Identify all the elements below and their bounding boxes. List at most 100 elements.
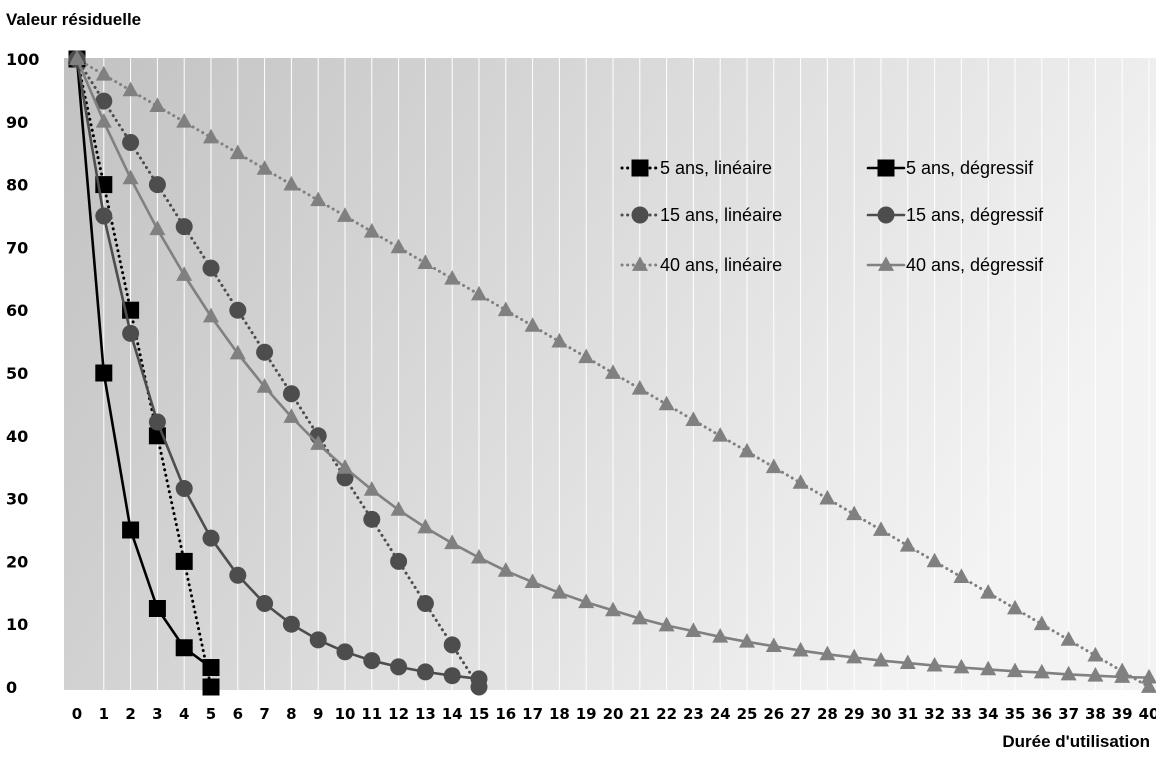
data-point bbox=[202, 259, 220, 277]
x-tick-label: 14 bbox=[442, 705, 463, 723]
data-point bbox=[926, 552, 943, 568]
legend-swatch-marker bbox=[877, 206, 895, 224]
data-point bbox=[363, 510, 381, 528]
data-point bbox=[953, 568, 970, 583]
data-point bbox=[309, 631, 327, 649]
data-point bbox=[1141, 678, 1156, 693]
data-point bbox=[444, 534, 461, 550]
data-point bbox=[417, 518, 434, 534]
data-point bbox=[792, 474, 809, 489]
legend-swatch-marker bbox=[631, 206, 649, 224]
x-tick-label: 30 bbox=[871, 705, 892, 723]
data-point bbox=[899, 654, 916, 670]
data-point bbox=[658, 616, 675, 632]
y-tick-label: 10 bbox=[6, 615, 28, 634]
data-point bbox=[202, 678, 220, 696]
legend-label: 40 ans, linéaire bbox=[660, 255, 782, 275]
data-point bbox=[471, 548, 487, 564]
data-point bbox=[1060, 665, 1077, 681]
data-point bbox=[310, 191, 327, 207]
data-point bbox=[337, 207, 353, 222]
data-point bbox=[953, 658, 970, 674]
data-point bbox=[578, 348, 595, 364]
data-point bbox=[631, 609, 648, 625]
data-point bbox=[712, 628, 729, 643]
legend-swatch-marker bbox=[631, 159, 649, 177]
x-tick-label: 8 bbox=[286, 705, 296, 723]
legend-label: 40 ans, dégressif bbox=[906, 255, 1044, 275]
data-point bbox=[497, 562, 514, 577]
data-point bbox=[578, 593, 595, 609]
x-tick-label: 29 bbox=[844, 705, 865, 723]
data-point bbox=[658, 395, 675, 411]
x-tick-label: 38 bbox=[1085, 705, 1106, 723]
series-line bbox=[75, 57, 481, 681]
y-tick-label: 40 bbox=[6, 427, 28, 446]
x-tick-label: 6 bbox=[233, 705, 243, 723]
data-point bbox=[846, 648, 863, 664]
data-point bbox=[390, 238, 407, 254]
legend-swatch-marker bbox=[877, 159, 895, 177]
data-point bbox=[792, 641, 809, 657]
data-point bbox=[926, 656, 943, 672]
x-tick-label: 15 bbox=[469, 705, 490, 723]
legend-swatch-marker bbox=[878, 256, 894, 271]
x-tick-label: 22 bbox=[656, 705, 677, 723]
series-line bbox=[75, 57, 213, 689]
data-point bbox=[229, 566, 247, 584]
x-tick-labels: 0 1 2 3 4 5 6 7 8 9 10 11 12 13 14 15 16 17 18 19 20 21 22 23 24… bbox=[72, 705, 1156, 723]
y-tick-label: 60 bbox=[6, 301, 28, 320]
data-point bbox=[1033, 663, 1050, 679]
y-tick-label: 100 bbox=[6, 50, 39, 69]
y-tick-label: 70 bbox=[6, 238, 28, 257]
legend: 5 ans, linéaire 5 ans, dégressif 15 ans, l… bbox=[620, 158, 1044, 275]
data-point bbox=[1087, 667, 1104, 682]
data-point bbox=[416, 594, 434, 612]
data-point bbox=[846, 505, 863, 521]
data-point bbox=[122, 134, 140, 152]
legend-swatch-marker bbox=[632, 256, 648, 271]
data-point bbox=[122, 324, 140, 342]
x-tick-label: 1 bbox=[99, 705, 109, 723]
data-point bbox=[1114, 668, 1131, 683]
data-point bbox=[202, 659, 220, 677]
legend-label: 5 ans, dégressif bbox=[906, 158, 1034, 178]
x-tick-label: 19 bbox=[576, 705, 597, 723]
x-tick-label: 16 bbox=[495, 705, 516, 723]
data-point bbox=[337, 459, 353, 474]
data-point bbox=[551, 584, 568, 599]
series-1 bbox=[68, 50, 220, 677]
data-point bbox=[471, 285, 487, 301]
data-point bbox=[95, 66, 112, 81]
legend-item-3: 15 ans, dégressif bbox=[866, 205, 1044, 225]
x-tick-label: 11 bbox=[361, 705, 382, 723]
legend-item-5: 40 ans, dégressif bbox=[866, 255, 1044, 275]
x-tick-label: 40 bbox=[1139, 705, 1156, 723]
data-point bbox=[739, 633, 755, 648]
data-point bbox=[202, 529, 220, 547]
data-point bbox=[122, 521, 140, 539]
data-point bbox=[819, 489, 836, 505]
data-point bbox=[282, 385, 300, 403]
data-point bbox=[390, 501, 407, 516]
x-tick-label: 32 bbox=[924, 705, 945, 723]
data-point bbox=[390, 552, 408, 570]
x-tick-label: 5 bbox=[206, 705, 216, 723]
data-point bbox=[873, 651, 889, 667]
data-point bbox=[980, 584, 997, 599]
data-point bbox=[363, 223, 380, 238]
data-point bbox=[605, 364, 621, 379]
data-point bbox=[470, 670, 488, 688]
y-tick-label: 90 bbox=[6, 113, 28, 132]
data-point bbox=[1087, 646, 1104, 662]
data-point bbox=[765, 637, 782, 653]
data-point bbox=[229, 344, 246, 360]
series-3 bbox=[68, 50, 488, 688]
data-point bbox=[443, 636, 461, 654]
data-point bbox=[336, 643, 354, 661]
legend-item-1: 5 ans, dégressif bbox=[866, 158, 1034, 178]
series-4 bbox=[69, 50, 1156, 693]
y-tick-label: 0 bbox=[6, 678, 17, 697]
data-point bbox=[1033, 615, 1050, 631]
